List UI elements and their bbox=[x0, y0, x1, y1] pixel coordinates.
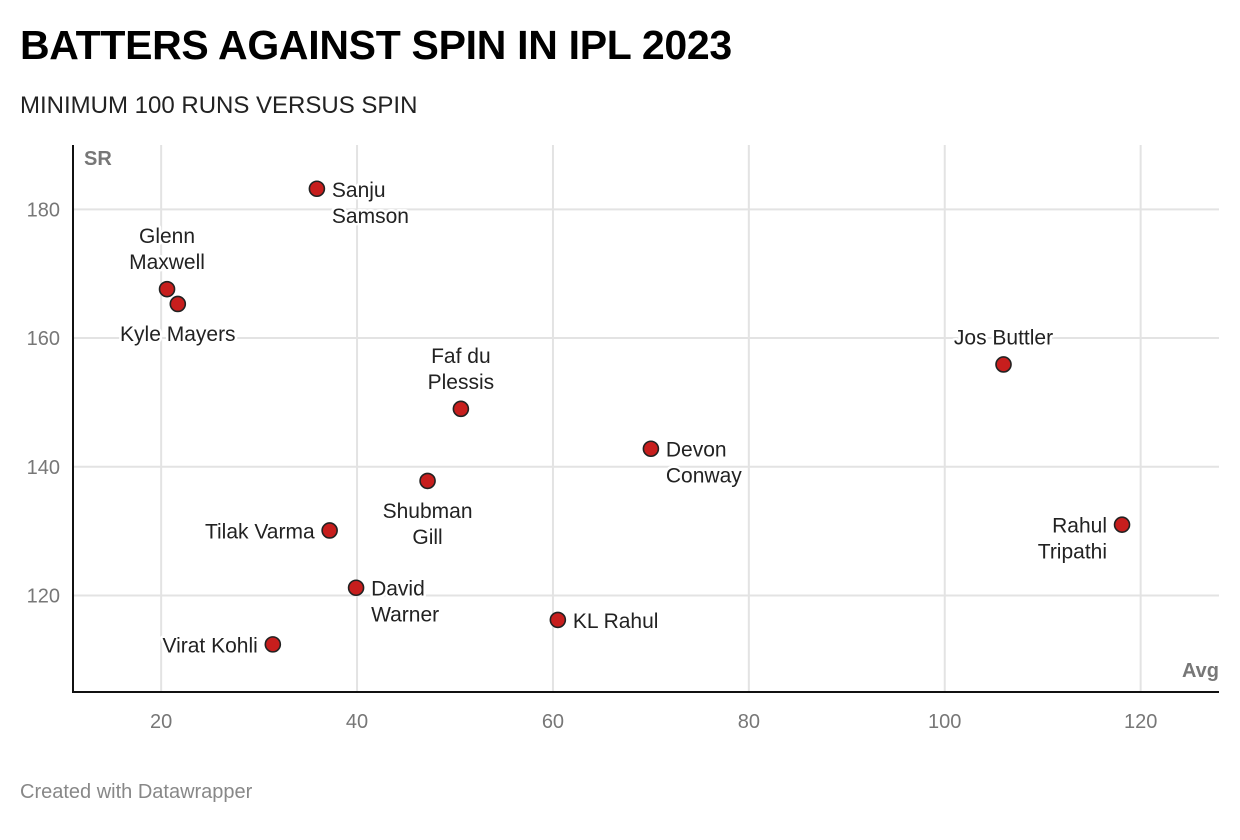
point-label: David bbox=[371, 578, 425, 601]
y-tick-label: 180 bbox=[27, 199, 60, 221]
data-points bbox=[158, 180, 1131, 653]
point-label: KL Rahul bbox=[573, 610, 659, 633]
point-label: Gill bbox=[412, 526, 442, 549]
point-label: Shubman bbox=[383, 500, 473, 523]
point-label: Rahul bbox=[1052, 515, 1107, 538]
axes bbox=[72, 145, 1219, 693]
point-label: Sanju bbox=[332, 179, 386, 202]
x-axis-title: Avg bbox=[1182, 660, 1219, 682]
x-tick-label: 40 bbox=[346, 711, 368, 733]
chart-subtitle: MINIMUM 100 RUNS VERSUS SPIN bbox=[20, 92, 418, 119]
point-label: Tilak Varma bbox=[205, 520, 315, 543]
point-label: Conway bbox=[666, 465, 742, 488]
x-tick-label: 20 bbox=[150, 711, 172, 733]
data-point[interactable] bbox=[308, 180, 326, 198]
y-tick-label: 160 bbox=[27, 328, 60, 350]
data-point[interactable] bbox=[642, 440, 660, 458]
x-tick-label: 80 bbox=[738, 711, 760, 733]
data-point[interactable] bbox=[995, 356, 1012, 373]
point-labels: Sanju Samson Glenn Maxwell Kyle Mayers Faf du… bbox=[118, 176, 1110, 660]
point-label: Devon bbox=[666, 439, 727, 462]
data-point[interactable] bbox=[264, 636, 282, 653]
data-point[interactable] bbox=[1113, 516, 1131, 533]
data-point[interactable] bbox=[452, 400, 470, 418]
data-point[interactable] bbox=[549, 611, 567, 629]
y-tick-label: 120 bbox=[27, 585, 60, 607]
point-label: Warner bbox=[371, 604, 439, 627]
tick-labels: 20 40 60 80 100 120 120 140 160 180 bbox=[27, 199, 1158, 733]
data-point[interactable] bbox=[419, 472, 436, 490]
chart-title: BATTERS AGAINST SPIN IN IPL 2023 bbox=[20, 22, 732, 68]
gridlines bbox=[73, 145, 1219, 692]
y-axis-title: SR bbox=[84, 148, 112, 170]
point-label: Faf du bbox=[431, 345, 491, 368]
point-label: Maxwell bbox=[129, 251, 205, 274]
data-point[interactable] bbox=[347, 579, 365, 597]
data-point[interactable] bbox=[321, 522, 338, 539]
point-label: Tripathi bbox=[1038, 541, 1107, 564]
x-tick-label: 120 bbox=[1124, 711, 1157, 733]
point-label: Plessis bbox=[428, 371, 495, 394]
point-label: Virat Kohli bbox=[162, 634, 257, 657]
point-label: Kyle Mayers bbox=[120, 323, 236, 346]
x-tick-label: 100 bbox=[928, 711, 961, 733]
data-point[interactable] bbox=[169, 295, 187, 313]
point-label: Jos Buttler bbox=[954, 326, 1053, 349]
credit-text: Created with Datawrapper bbox=[20, 781, 253, 803]
y-tick-label: 140 bbox=[27, 457, 60, 479]
x-tick-label: 60 bbox=[542, 711, 564, 733]
point-label: Glenn bbox=[139, 225, 195, 248]
point-label: Samson bbox=[332, 205, 409, 228]
data-point[interactable] bbox=[158, 280, 176, 298]
